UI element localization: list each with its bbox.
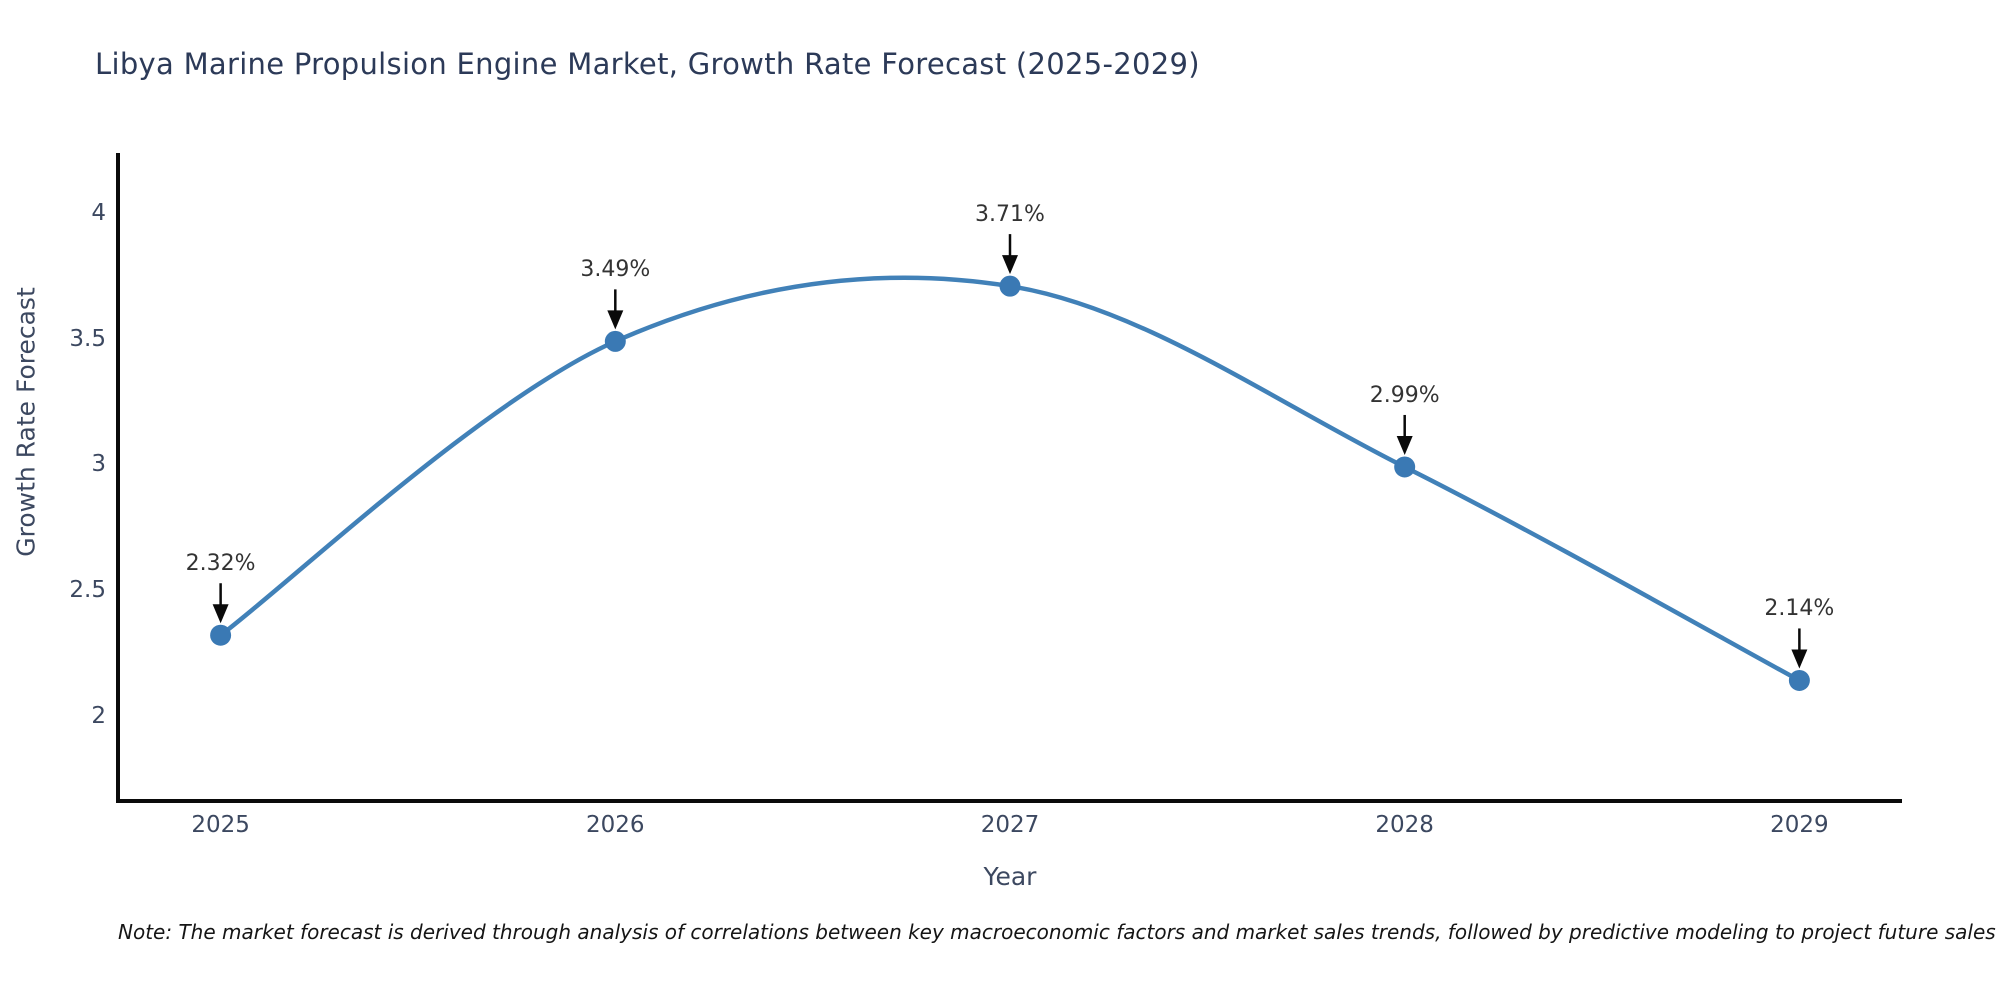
data-point-marker [1788,669,1810,691]
chart-title: Libya Marine Propulsion Engine Market, G… [95,47,1200,81]
x-axis-title: Year [983,862,1037,891]
y-tick-label: 3 [91,451,106,478]
annotation-arrowhead-icon [212,604,229,624]
data-point-value-label: 2.14% [1764,596,1835,622]
data-point-marker [999,275,1021,297]
x-tick-label: 2028 [1375,812,1434,838]
data-point-marker [1394,456,1416,478]
data-point-value-label: 2.99% [1369,382,1440,408]
x-tick-label: 2029 [1770,812,1829,838]
annotation-arrowhead-icon [607,310,624,330]
y-tick-label: 4 [91,200,106,227]
y-axis-title: Growth Rate Forecast [11,287,41,557]
x-tick-label: 2027 [980,812,1040,838]
chart-footnote: Note: The market forecast is derived thr… [118,920,1996,944]
x-tick-label: 2026 [586,812,645,838]
data-point-value-label: 3.71% [975,202,1045,228]
y-tick-label: 2 [91,702,106,729]
data-point-value-label: 3.49% [580,257,651,283]
data-point-value-label: 2.32% [185,551,256,577]
y-tick-label: 3.5 [69,325,106,352]
x-tick-label: 2025 [191,812,250,838]
annotation-arrowhead-icon [1396,435,1413,455]
data-point-marker [210,624,232,646]
annotation-arrowhead-icon [1002,255,1018,275]
annotation-arrowhead-icon [1791,649,1808,669]
data-point-marker [604,330,626,352]
forecast-line [218,275,1802,683]
y-tick-label: 2.5 [69,577,106,604]
